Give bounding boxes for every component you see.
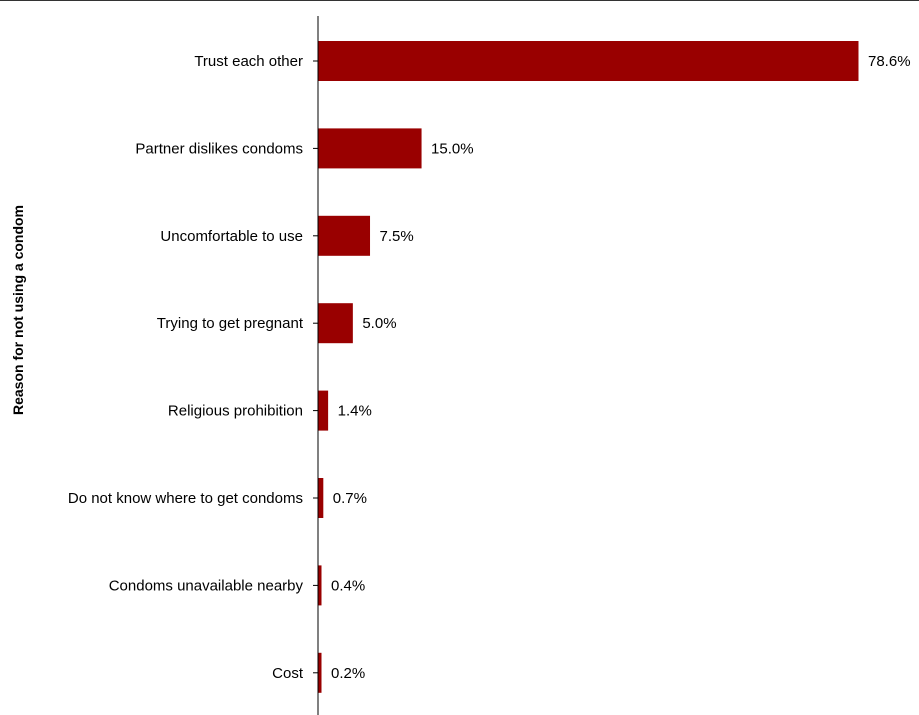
bar [318,215,371,256]
bar [318,390,329,431]
category-label: Cost [272,665,304,682]
data-label: 15.0% [431,140,474,157]
data-label: 78.6% [868,53,911,70]
bar [318,41,859,81]
data-label: 0.2% [331,665,365,682]
bar [318,478,324,518]
bar [318,303,353,344]
data-label: 5.0% [362,315,396,332]
data-label: 0.7% [333,490,367,507]
category-label: Uncomfortable to use [160,228,303,245]
category-label: Condoms unavailable nearby [109,577,304,594]
plot-area: Trust each other 78.6% Partner dislikes co… [68,41,911,693]
data-label: 0.4% [331,577,365,594]
category-label: Partner dislikes condoms [135,140,303,157]
category-label: Do not know where to get condoms [68,490,303,507]
data-label: 1.4% [338,403,372,420]
bar [318,128,422,169]
bar [318,565,322,606]
top-border [0,0,919,1]
y-axis-title: Reason for not using a condom [10,205,26,415]
category-label: Trying to get pregnant [157,315,304,332]
category-label: Trust each other [194,53,303,70]
data-label: 7.5% [380,228,414,245]
bar [318,652,322,693]
category-label: Religious prohibition [168,403,303,420]
